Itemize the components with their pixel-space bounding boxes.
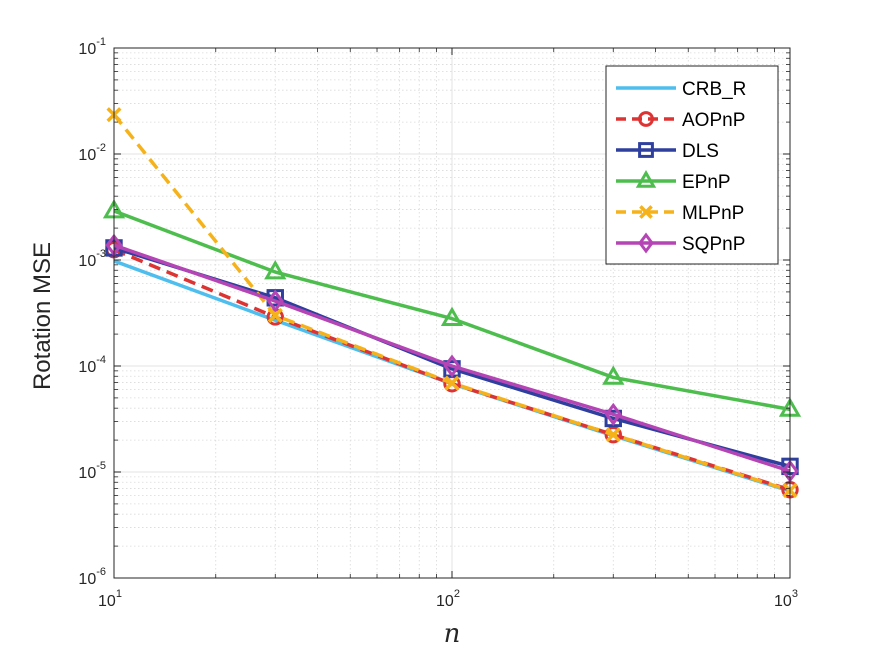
x-tick-exponent: 3	[792, 588, 798, 600]
x-marker	[267, 307, 283, 323]
series-line	[113, 243, 791, 473]
legend-label: DLS	[682, 141, 719, 162]
y-tick-base: 10	[78, 571, 96, 588]
x-tick-label: 101	[98, 588, 122, 610]
y-tick-base: 10	[78, 147, 96, 164]
legend-item: AOPnP	[616, 110, 745, 131]
triangle-marker	[264, 260, 287, 280]
diamond-marker	[266, 289, 284, 313]
y-tick-label: 10-4	[78, 354, 106, 376]
y-tick-label: 10-1	[78, 36, 106, 58]
legend-item: DLS	[616, 141, 719, 162]
y-tick-base: 10	[78, 41, 96, 58]
x-tick-exponent: 2	[454, 588, 460, 600]
triangle-marker	[635, 169, 657, 188]
square-marker	[638, 142, 654, 158]
legend-label: EPnP	[682, 172, 731, 193]
legend-item: CRB_R	[616, 79, 746, 100]
legend: CRB_R AOPnP DLS EPnP MLPnP SQPnP	[605, 65, 779, 265]
diamond-marker	[638, 232, 654, 254]
y-tick-labels: 10-110-210-310-410-510-6	[78, 36, 106, 588]
x-tick-base: 10	[436, 593, 454, 610]
y-tick-label: 10-6	[78, 566, 106, 588]
x-marker	[639, 205, 653, 219]
x-tick-labels: 101 102 103	[98, 588, 798, 610]
x-marker	[605, 427, 621, 443]
series-sqpnp	[105, 233, 799, 483]
series-epnp	[102, 198, 802, 417]
y-tick-exponent: -2	[96, 142, 106, 154]
y-tick-exponent: -1	[96, 36, 106, 48]
y-tick-base: 10	[78, 359, 96, 376]
x-tick-base: 10	[774, 593, 792, 610]
circle-marker	[638, 111, 654, 127]
circle-marker	[604, 425, 622, 444]
y-tick-label: 10-2	[78, 142, 106, 164]
y-tick-exponent: -3	[96, 248, 106, 260]
x-marker	[444, 375, 460, 391]
diamond-marker	[604, 402, 622, 426]
diamond-marker	[443, 354, 461, 378]
series-mlpnp	[106, 107, 798, 498]
legend-box	[605, 65, 779, 265]
axis-ticks	[113, 47, 791, 579]
legend-item: EPnP	[616, 169, 731, 193]
x-tick-label: 102	[436, 588, 460, 610]
legend-item: MLPnP	[616, 203, 744, 224]
y-tick-label: 10-3	[78, 248, 106, 270]
triangle-marker	[602, 365, 625, 385]
x-tick-exponent: 1	[116, 588, 122, 600]
legend-label: AOPnP	[682, 110, 745, 131]
x-tick-base: 10	[98, 593, 116, 610]
y-tick-exponent: -6	[96, 566, 106, 578]
x-tick-label: 103	[774, 588, 798, 610]
legend-item: SQPnP	[616, 232, 745, 255]
y-tick-base: 10	[78, 465, 96, 482]
legend-label: CRB_R	[682, 79, 746, 100]
legend-label: MLPnP	[682, 203, 744, 224]
series-layer	[102, 107, 802, 499]
triangle-marker	[440, 306, 464, 326]
y-tick-label: 10-5	[78, 460, 106, 482]
y-tick-exponent: -5	[96, 460, 106, 472]
legend-label: SQPnP	[682, 234, 745, 255]
y-tick-exponent: -4	[96, 354, 106, 366]
x-axis-label: n	[444, 619, 461, 649]
series-line	[113, 209, 791, 412]
y-axis-label: Rotation MSE	[29, 242, 56, 390]
y-tick-base: 10	[78, 253, 96, 270]
